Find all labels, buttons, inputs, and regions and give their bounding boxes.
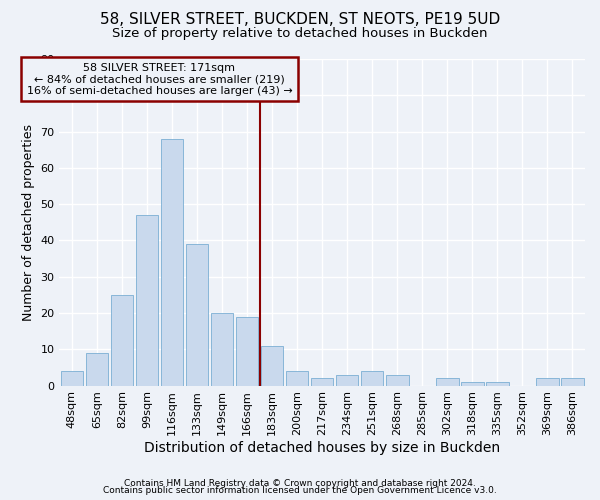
Bar	[561, 378, 584, 386]
Bar	[261, 346, 283, 386]
Y-axis label: Number of detached properties: Number of detached properties	[22, 124, 35, 321]
Bar	[461, 382, 484, 386]
Text: 58 SILVER STREET: 171sqm
← 84% of detached houses are smaller (219)
16% of semi-: 58 SILVER STREET: 171sqm ← 84% of detach…	[26, 62, 292, 96]
Bar	[161, 139, 183, 386]
Bar	[536, 378, 559, 386]
Bar	[386, 374, 409, 386]
Bar	[361, 371, 383, 386]
Bar	[236, 316, 259, 386]
Bar	[486, 382, 509, 386]
Bar	[336, 374, 358, 386]
Bar	[110, 295, 133, 386]
Text: Contains public sector information licensed under the Open Government Licence v3: Contains public sector information licen…	[103, 486, 497, 495]
Bar	[311, 378, 334, 386]
Bar	[86, 353, 108, 386]
Bar	[136, 215, 158, 386]
Text: Size of property relative to detached houses in Buckden: Size of property relative to detached ho…	[112, 28, 488, 40]
Bar	[186, 244, 208, 386]
Bar	[61, 371, 83, 386]
Bar	[436, 378, 458, 386]
X-axis label: Distribution of detached houses by size in Buckden: Distribution of detached houses by size …	[144, 441, 500, 455]
Bar	[286, 371, 308, 386]
Bar	[211, 313, 233, 386]
Text: 58, SILVER STREET, BUCKDEN, ST NEOTS, PE19 5UD: 58, SILVER STREET, BUCKDEN, ST NEOTS, PE…	[100, 12, 500, 28]
Text: Contains HM Land Registry data © Crown copyright and database right 2024.: Contains HM Land Registry data © Crown c…	[124, 478, 476, 488]
